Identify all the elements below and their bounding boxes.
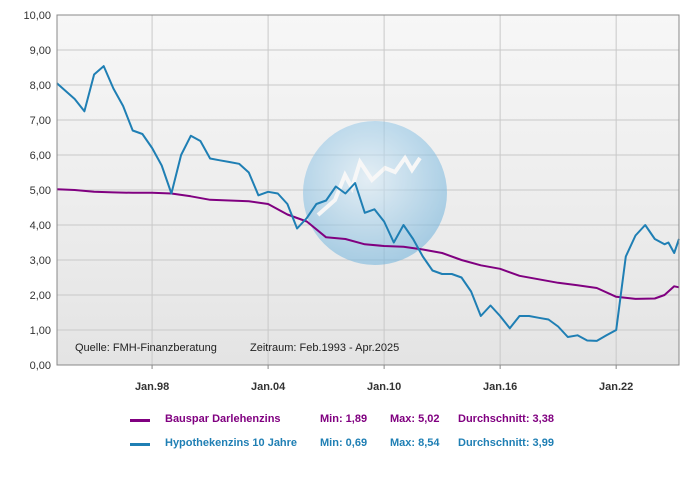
y-tick-label: 9,00 (30, 45, 51, 57)
y-tick-label: 3,00 (30, 255, 51, 267)
y-tick-label: 8,00 (30, 80, 51, 92)
y-tick-label: 0,00 (30, 360, 51, 372)
series-layer (56, 65, 680, 342)
y-tick-label: 6,00 (30, 150, 51, 162)
plot-frame (56, 14, 680, 366)
legend-min-hypothek: Min: 0,69 (320, 437, 368, 449)
legend-row-hypothek: Hypothekenzins 10 Jahre Min: 0,69 Max: 8… (0, 434, 700, 454)
y-tick-label: 10,00 (23, 10, 51, 22)
series-line-bauspar (56, 188, 680, 300)
legend-max-bauspar: Max: 5,02 (390, 413, 440, 425)
y-tick-label: 1,00 (30, 325, 51, 337)
legend-label-hypothek: Hypothekenzins 10 Jahre (165, 437, 298, 449)
legend-swatch-hypothek (130, 443, 150, 446)
x-tick-label: Jan.10 (367, 381, 401, 393)
line-chart: 0,00 1,00 2,00 3,00 4,00 5,00 6,00 7,00 8,00 9,00… (23, 10, 680, 393)
period-note: Zeitraum: Feb.1993 - Apr.2025 (250, 342, 399, 354)
legend-max-hypothek: Max: 8,54 (390, 437, 440, 449)
series-line-hypothek (56, 65, 680, 342)
legend-avg-hypothek: Durchschnitt: 3,99 (458, 437, 554, 449)
x-tick-label: Jan.16 (483, 381, 517, 393)
legend-label-bauspar: Bauspar Darlehenzins (165, 413, 281, 425)
watermark-globe-icon (303, 121, 447, 265)
legend-row-bauspar: Bauspar Darlehenzins Min: 1,89 Max: 5,02… (0, 410, 700, 430)
x-tick-label: Jan.98 (135, 381, 169, 393)
x-tick-label: Jan.04 (251, 381, 286, 393)
y-tick-label: 7,00 (30, 115, 51, 127)
legend-min-bauspar: Min: 1,89 (320, 413, 368, 425)
legend-avg-bauspar: Durchschnitt: 3,38 (458, 413, 554, 425)
x-axis-ticks: Jan.98 Jan.04 Jan.10 Jan.16 Jan.22 (135, 365, 633, 393)
legend: Bauspar Darlehenzins Min: 1,89 Max: 5,02… (0, 402, 700, 462)
y-axis-ticks: 0,00 1,00 2,00 3,00 4,00 5,00 6,00 7,00 8,00 9,00… (23, 10, 51, 372)
y-tick-label: 4,00 (30, 220, 51, 232)
source-note: Quelle: FMH-Finanzberatung (75, 342, 217, 354)
y-tick-label: 5,00 (30, 185, 51, 197)
legend-swatch-bauspar (130, 419, 150, 422)
x-tick-label: Jan.22 (599, 381, 633, 393)
y-tick-label: 2,00 (30, 290, 51, 302)
